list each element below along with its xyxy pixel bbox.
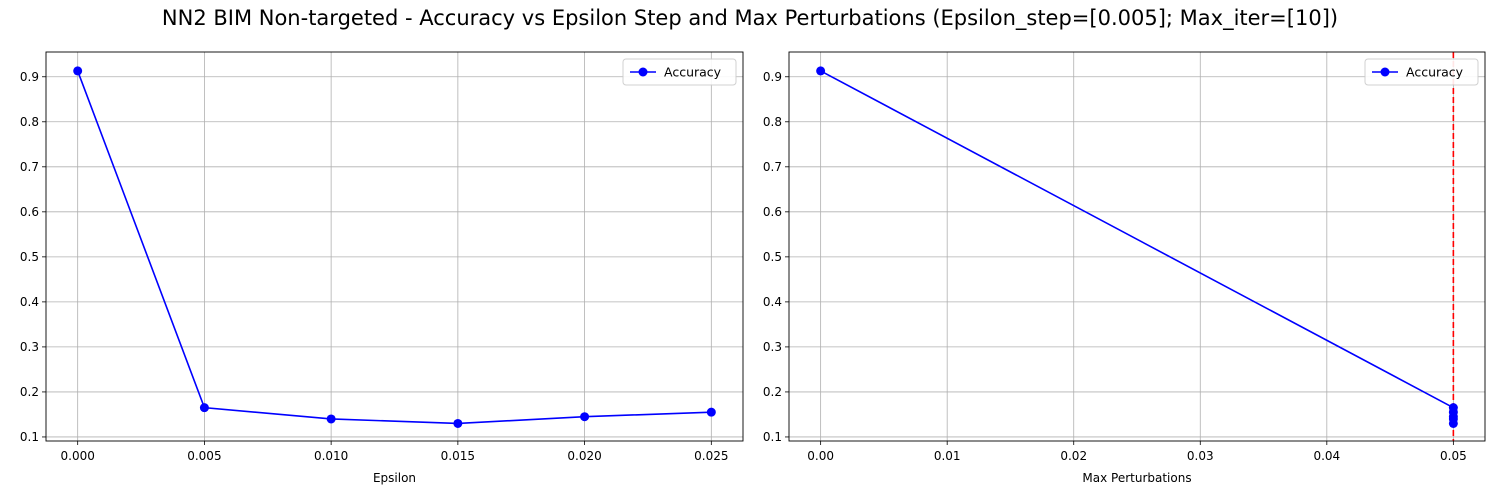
x-axis-label: Epsilon [373, 471, 416, 485]
y-tick-label: 0.7 [763, 160, 782, 174]
data-point [199, 403, 209, 413]
legend-box [1364, 58, 1479, 86]
data-point [453, 418, 463, 428]
x-tick-label: 0.02 [1060, 449, 1087, 463]
x-axis-label: Max Perturbations [1082, 471, 1191, 485]
y-tick-label: 0.2 [20, 385, 39, 399]
x-tick-label: 0.005 [187, 449, 221, 463]
y-tick-label: 0.7 [20, 160, 39, 174]
y-tick-label: 0.4 [763, 295, 782, 309]
plot-frame [45, 51, 744, 442]
x-tick-label: 0.020 [567, 449, 601, 463]
data-point [1448, 418, 1458, 428]
series-line [76, 70, 712, 425]
x-tick-label: 0.00 [807, 449, 834, 463]
data-point [816, 66, 826, 76]
y-tick-label: 0.1 [763, 430, 782, 444]
series-line [820, 70, 1455, 424]
legend-marker [1380, 67, 1390, 77]
data-point [580, 412, 590, 422]
epsilon-chart: 0.000 0.005 0.010 0.015 0.020 0.025 0.1 0.2 0.3 0… [20, 51, 744, 485]
x-tick-label: 0.015 [441, 449, 475, 463]
y-tick-label: 0.8 [20, 115, 39, 129]
x-tick-label: 0.025 [694, 449, 728, 463]
data-point [1448, 407, 1458, 417]
x-tick-label: 0.04 [1313, 449, 1340, 463]
x-tick-label: 0.03 [1187, 449, 1214, 463]
legend-marker [638, 67, 648, 77]
y-tick-label: 0.5 [763, 250, 782, 264]
y-tick-label: 0.5 [20, 250, 39, 264]
y-tick-label: 0.1 [20, 430, 39, 444]
data-point [706, 407, 716, 417]
y-tick-label: 0.6 [763, 205, 782, 219]
figure-title: NN2 BIM Non-targeted - Accuracy vs Epsil… [161, 6, 1339, 30]
data-point [73, 66, 83, 76]
legend-label: Accuracy [1406, 65, 1464, 80]
y-tick-label: 0.3 [20, 340, 39, 354]
y-tick-label: 0.8 [763, 115, 782, 129]
x-tick-label: 0.01 [934, 449, 961, 463]
x-tick-label: 0.010 [314, 449, 348, 463]
data-point [326, 414, 336, 424]
y-tick-label: 0.2 [763, 385, 782, 399]
plot-frame [788, 51, 1486, 442]
legend-label: Accuracy [664, 65, 722, 80]
y-tick-label: 0.9 [20, 70, 39, 84]
x-tick-label: 0.000 [61, 449, 95, 463]
y-tick-label: 0.9 [763, 70, 782, 84]
y-tick-label: 0.4 [20, 295, 39, 309]
y-tick-label: 0.3 [763, 340, 782, 354]
max-perturbations-chart: 0.00 0.01 0.02 0.03 0.04 0.05 0.1 0.2 0.3 0.4 0.5 0… [763, 51, 1486, 485]
y-tick-label: 0.6 [20, 205, 39, 219]
legend-box [622, 58, 737, 86]
x-tick-label: 0.05 [1440, 449, 1467, 463]
